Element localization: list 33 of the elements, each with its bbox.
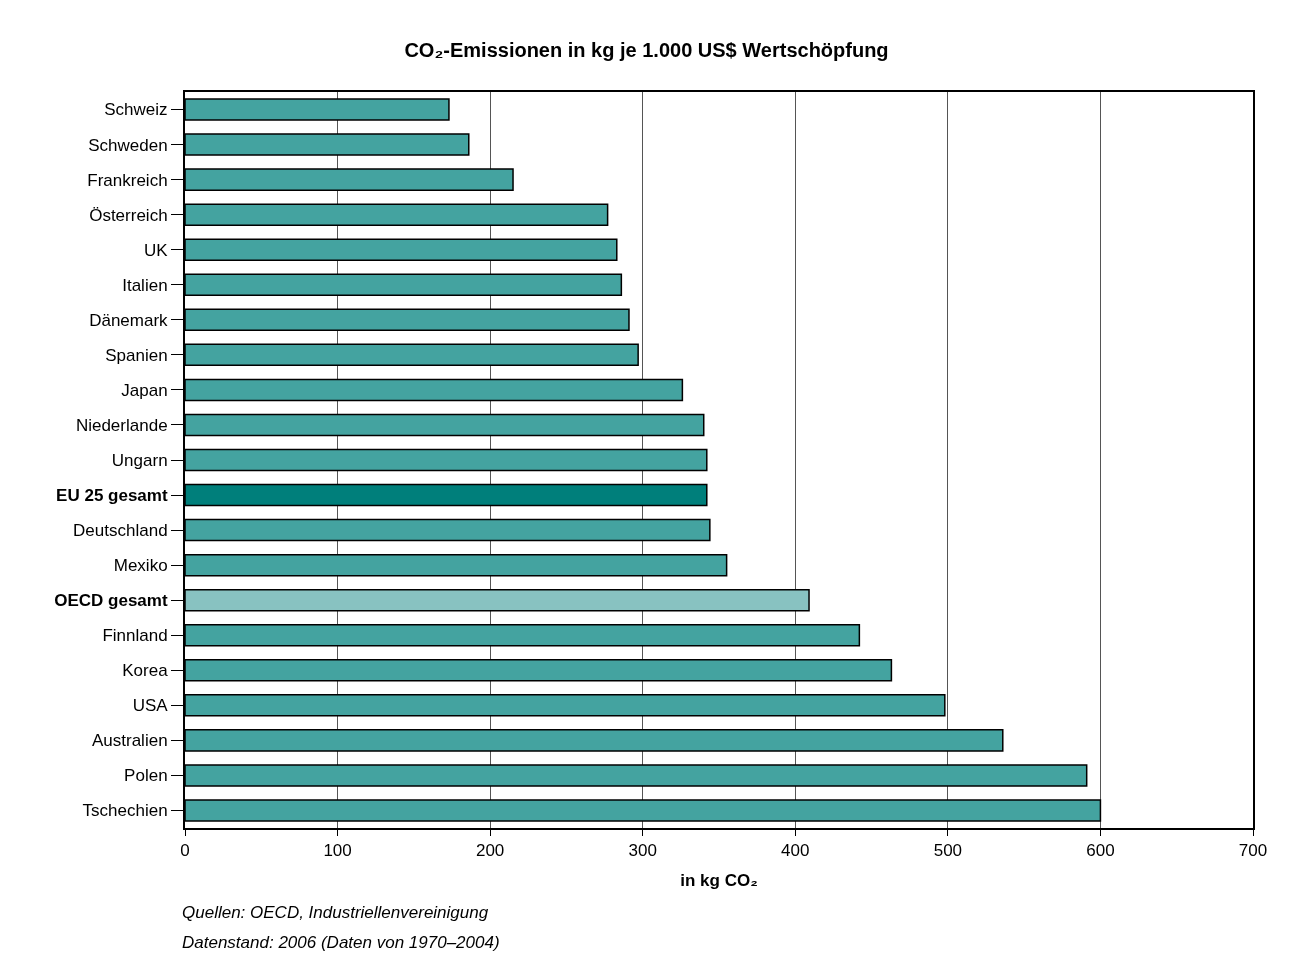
y-tick-label: Deutschland (73, 521, 168, 541)
y-tick-label: Frankreich (87, 170, 168, 190)
x-tick-label: 300 (628, 841, 657, 861)
x-tick-label: 400 (781, 841, 810, 861)
y-tick-label: Schweiz (104, 100, 168, 120)
x-tick-label: 0 (180, 841, 190, 861)
y-tick-label: Tschechien (82, 801, 168, 821)
chart-title: CO₂-Emissionen in kg je 1.000 US$ Wertschöpfung (404, 39, 889, 61)
x-tick-label: 200 (475, 841, 505, 861)
y-tick-label: Ungarn (111, 450, 168, 470)
y-tick-label: EU 25 gesamt (56, 486, 168, 505)
y-tick-label: Finnland (102, 626, 168, 646)
text: Datenstand: 2006 (Daten von 1970–2004) (182, 933, 500, 952)
x-tick-label: 500 (933, 841, 963, 861)
source-note: Quellen: OECD, Industriellenvereinigung (182, 903, 489, 922)
y-tick-label: USA (132, 696, 169, 716)
y-tick-label: Österreich (89, 205, 168, 225)
y-tick-label: Italien (122, 275, 168, 295)
x-tick-label: 600 (1086, 841, 1115, 861)
y-tick-label: Mexiko (113, 556, 168, 576)
y-tick-label: Dänemark (89, 310, 169, 330)
y-tick-label: UK (143, 240, 169, 260)
y-tick-label: OECD gesamt (54, 591, 168, 611)
y-tick-label: Niederlande (75, 415, 168, 435)
x-tick-label: 100 (323, 841, 352, 861)
y-tick-label: Australien (91, 731, 168, 751)
y-tick-label: Korea (122, 661, 169, 681)
y-tick-label: Japan (121, 380, 168, 400)
x-axis-title: in kg CO₂ (680, 871, 758, 891)
y-tick-label: Schweden (88, 135, 168, 155)
y-tick-label: Spanien (105, 345, 168, 365)
x-tick-label: 700 (1238, 841, 1268, 861)
y-tick-label: Polen (124, 766, 168, 786)
